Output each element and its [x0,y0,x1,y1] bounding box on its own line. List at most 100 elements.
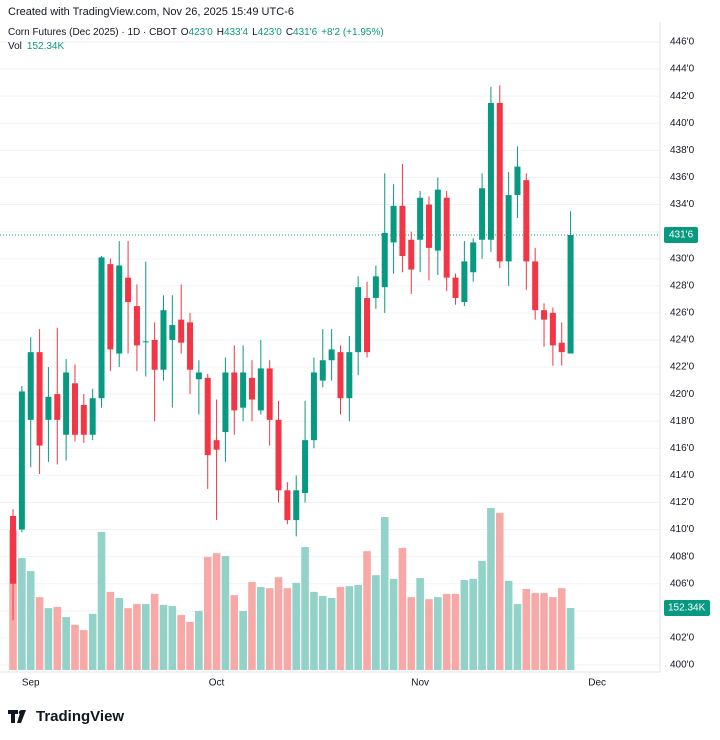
c-key: C [286,27,293,38]
candle-body [434,189,441,251]
vol-key: Vol [8,41,22,52]
volume-bar [460,580,469,670]
y-tick-label: 416'0 [670,443,695,454]
y-tick-label: 408'0 [670,551,695,562]
y-tick-label: 402'0 [670,633,695,644]
volume-bar [354,584,362,670]
candle-body [523,180,530,262]
volume-bar [336,586,345,670]
candle-body [452,277,459,298]
y-tick-label: 410'0 [670,524,695,535]
candle-body [399,205,406,256]
volume-bar [133,604,141,670]
candle-body [10,516,17,584]
volume-bar [372,575,380,670]
last-volume-box [664,599,710,616]
volume-bar [389,578,398,670]
y-tick-label: 442'0 [670,91,695,102]
volume-bar [177,615,185,670]
volume-bar [115,597,124,670]
candle-body [319,360,326,381]
volume-bar [495,512,504,670]
legend: Corn Futures (Dec 2025) · 1D · CBOT O423'… [8,27,384,38]
o-key: O [181,27,189,38]
volume-bar [478,560,486,670]
x-tick-label: Sep [22,678,40,689]
volume-bar [62,617,70,670]
candle-body [169,325,176,340]
candle-body [567,234,574,354]
volume-bar [549,597,557,670]
candle-body [479,188,486,240]
candle-body [355,287,362,353]
volume-bar [195,610,203,670]
candle-body [532,261,539,311]
c-value: 431'6 [293,27,318,38]
y-tick-label: 420'0 [670,389,695,400]
candle-body [142,341,149,343]
candle-body [248,377,255,400]
y-tick-label: 400'0 [670,660,695,671]
y-tick-label: 414'0 [670,470,695,481]
y-tick-label: 434'0 [670,199,695,210]
volume-bar [407,597,416,670]
candle-body [98,257,105,399]
y-tick-label: 418'0 [670,416,695,427]
volume-bar [283,588,292,670]
candle-body [470,242,477,273]
volume-bar [557,588,566,670]
candle-body [257,368,264,411]
volume-bar [380,516,389,670]
volume-bar [265,588,274,670]
volume-bar [248,582,256,670]
candle-body [116,265,123,354]
volume-bar [88,613,97,670]
candle-body [372,276,379,298]
volume-bar [522,589,531,670]
candle-body [310,372,317,441]
candle-body [36,352,43,446]
candle-body [18,391,25,530]
candle-body [125,277,132,303]
candle-body [275,419,282,491]
candle-body [558,342,565,353]
volume-bar [442,593,451,670]
candle-body [63,372,70,435]
candle-body [346,352,353,399]
volume-bar [18,558,26,670]
volume-bar [469,578,478,670]
y-tick-label: 412'0 [670,497,695,508]
volume-bar [566,607,575,670]
candle-body [195,372,202,380]
volume-bar [540,593,548,670]
candle-body [505,195,512,262]
candle-body [204,377,211,456]
volume-legend: Vol 152.34K [8,41,64,52]
volume-bar [292,582,301,670]
volume-bar [53,606,62,670]
candle-body [160,310,167,370]
volume-bar [301,547,309,670]
candle-body [187,322,194,370]
volume-bar [203,556,212,670]
volume-bar [168,606,177,670]
y-tick-label: 426'0 [670,308,695,319]
volume-bar [451,593,460,670]
candle-body [425,204,432,248]
volume-bar [124,608,132,670]
volume-bar [150,593,159,670]
l-key: L [252,27,258,38]
volume-bar [221,556,230,670]
logo-dot [18,710,24,715]
logo: TradingView [8,708,124,725]
candle-body [417,197,424,240]
volume-layer [9,508,575,670]
volume-bar [274,577,283,670]
volume-bar [310,591,318,670]
candle-body [328,349,335,361]
last-price-box [664,226,698,243]
y-tick-label: 436'0 [670,172,695,183]
candle-body [266,368,273,420]
volume-bar [26,571,35,670]
